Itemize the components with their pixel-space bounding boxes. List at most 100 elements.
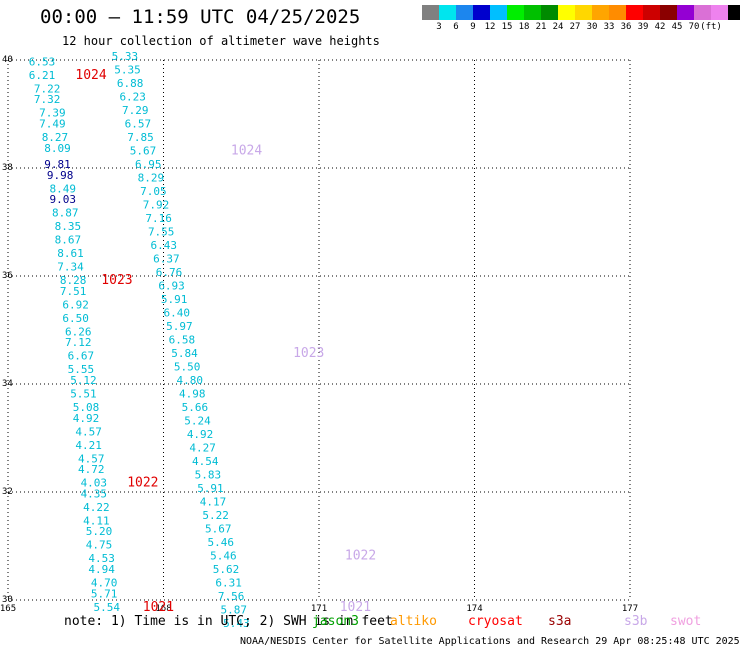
- swh-value-label: 6.92: [62, 298, 89, 311]
- colorbar-tick-label: 33: [603, 22, 615, 32]
- swh-value-label: 7.49: [39, 118, 66, 131]
- swh-value-label: 4.92: [73, 412, 100, 425]
- swh-value-label: 7.29: [122, 104, 148, 117]
- colorbar-cell: [490, 5, 507, 20]
- satellite-legend-item: swot: [670, 614, 702, 629]
- swh-value-label: 4.35: [81, 487, 108, 500]
- y-tick-label: 38: [2, 163, 13, 173]
- swh-value-label: 8.49: [49, 182, 76, 195]
- swh-value-label: 5.22: [202, 509, 229, 522]
- swh-value-label: 6.23: [119, 91, 146, 104]
- swh-value-label: 7.05: [140, 185, 167, 198]
- swh-value-label: 4.92: [187, 428, 214, 441]
- swh-value-label: 9.81: [44, 158, 71, 171]
- swh-value-label: 7.39: [39, 107, 66, 120]
- swh-value-label: 5.51: [70, 388, 97, 401]
- x-tick-label: 168: [155, 604, 171, 614]
- pressure-label: 1023: [293, 346, 324, 361]
- swh-value-label: 6.31: [215, 577, 242, 590]
- colorbar-tick-label: 3: [436, 22, 442, 32]
- swh-value-label: 8.67: [55, 234, 82, 247]
- swh-value-label: 5.55: [68, 363, 95, 376]
- y-tick-label: 30: [2, 595, 13, 605]
- colorbar-cell: [439, 5, 456, 20]
- colorbar-tick-label: 6: [453, 22, 459, 32]
- swh-value-label: 5.67: [205, 523, 232, 536]
- chart-subtitle: 12 hour collection of altimeter wave hei…: [62, 34, 380, 48]
- swh-value-label: 4.57: [75, 425, 102, 438]
- pressure-label: 1024: [75, 68, 106, 83]
- swh-value-label: 6.21: [29, 69, 56, 82]
- x-tick-label: 174: [466, 604, 482, 614]
- swh-value-label: 5.08: [73, 401, 100, 414]
- swh-value-label: 6.53: [29, 55, 56, 68]
- swh-value-label: 4.53: [88, 552, 115, 565]
- swh-value-label: 5.66: [182, 401, 209, 414]
- swh-value-label: 8.87: [52, 207, 79, 220]
- swh-value-label: 4.17: [200, 496, 227, 509]
- swh-value-label: 4.54: [192, 455, 219, 468]
- footer-note: note: 1) Time is in UTC; 2) SWH is in fe…: [64, 614, 393, 629]
- colorbar-cell: [422, 5, 439, 20]
- satellite-legend-item: jason3: [312, 614, 359, 629]
- swh-value-label: 7.22: [34, 82, 61, 95]
- swh-value-label: 7.34: [57, 261, 84, 274]
- colorbar-tick-label: 18: [518, 22, 530, 32]
- colorbar-cell: [473, 5, 490, 20]
- swh-value-label: 5.12: [70, 374, 97, 387]
- swh-value-label: 6.58: [169, 334, 196, 347]
- colorbar-tick-label: 39: [637, 22, 649, 32]
- colorbar-tick-label: (ft): [700, 22, 722, 32]
- swh-value-label: 8.61: [57, 247, 84, 260]
- swh-value-label: 4.72: [78, 463, 105, 476]
- swh-value-label: 5.35: [114, 64, 141, 77]
- colorbar-cell: [592, 5, 609, 20]
- satellite-legend-item: s3a: [548, 614, 572, 629]
- swh-value-label: 5.67: [130, 145, 157, 158]
- y-tick-label: 34: [2, 379, 13, 389]
- pressure-label: 1022: [127, 476, 158, 491]
- swh-value-label: 4.94: [88, 563, 115, 576]
- satellite-legend-item: s3b: [624, 614, 648, 629]
- swh-value-label: 6.26: [65, 325, 92, 338]
- swh-value-label: 4.22: [83, 501, 110, 514]
- satellite-legend-item: cryosat: [468, 614, 523, 629]
- colorbar-cell: [507, 5, 524, 20]
- swh-value-label: 5.20: [86, 525, 113, 538]
- swh-value-label: 6.43: [151, 239, 178, 252]
- swh-value-label: 4.27: [189, 442, 216, 455]
- colorbar-cell: [643, 5, 660, 20]
- swh-value-label: 8.27: [42, 131, 69, 144]
- swh-value-label: 7.56: [218, 590, 245, 603]
- swh-value-label: 7.16: [145, 212, 172, 225]
- swh-value-label: 9.03: [49, 193, 76, 206]
- y-tick-label: 32: [2, 487, 13, 497]
- swh-value-label: 5.91: [197, 482, 224, 495]
- swh-value-label: 4.70: [91, 577, 118, 590]
- x-tick-label: 177: [622, 604, 638, 614]
- swh-value-label: 7.85: [127, 131, 154, 144]
- swh-value-label: 6.93: [158, 280, 185, 293]
- colorbar-tick-label: 70: [688, 22, 700, 32]
- colorbar-cell: [711, 5, 728, 20]
- pressure-label: 1024: [231, 144, 262, 159]
- colorbar-cell: [694, 5, 711, 20]
- swh-value-label: 4.57: [78, 452, 105, 465]
- swh-value-label: 5.24: [184, 415, 211, 428]
- swh-value-label: 6.40: [164, 307, 191, 320]
- chart-title: 00:00 – 11:59 UTC 04/25/2025: [40, 6, 361, 28]
- colorbar-tick-label: 12: [484, 22, 496, 32]
- colorbar-cell: [677, 5, 694, 20]
- colorbar-cell: [609, 5, 626, 20]
- swh-value-label: 8.09: [44, 142, 71, 155]
- pressure-label: 1023: [101, 273, 132, 288]
- swh-value-label: 4.03: [81, 477, 108, 490]
- swh-value-label: 6.57: [125, 118, 152, 131]
- colorbar-cell: [541, 5, 558, 20]
- swh-value-label: 7.92: [143, 199, 170, 212]
- footer-credit: NOAA/NESDIS Center for Satellite Applica…: [240, 636, 740, 647]
- swh-value-label: 6.67: [68, 350, 95, 363]
- swh-value-label: 7.55: [148, 226, 175, 239]
